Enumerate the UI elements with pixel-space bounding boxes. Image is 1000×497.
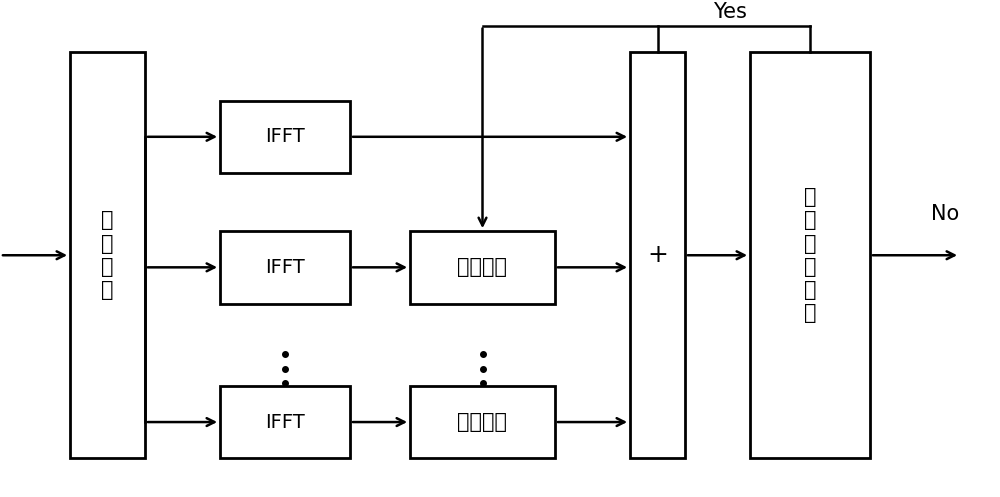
Text: +: + [647, 243, 668, 267]
Bar [410, 386, 555, 458]
Bar [220, 386, 350, 458]
Bar [70, 52, 145, 458]
Bar [750, 52, 870, 458]
Text: 循环移位: 循环移位 [458, 412, 508, 432]
Bar [220, 231, 350, 304]
Text: No: No [931, 204, 959, 224]
Bar [410, 231, 555, 304]
Bar [630, 52, 685, 458]
Text: IFFT: IFFT [265, 127, 305, 146]
Text: IFFT: IFFT [265, 413, 305, 431]
Text: IFFT: IFFT [265, 258, 305, 277]
Bar [220, 100, 350, 173]
Text: 循环移位: 循环移位 [458, 257, 508, 277]
Text: 串
并
变
换: 串 并 变 换 [101, 210, 114, 300]
Text: 是
否
超
过
门
限: 是 否 超 过 门 限 [804, 187, 816, 323]
Text: Yes: Yes [713, 1, 747, 22]
